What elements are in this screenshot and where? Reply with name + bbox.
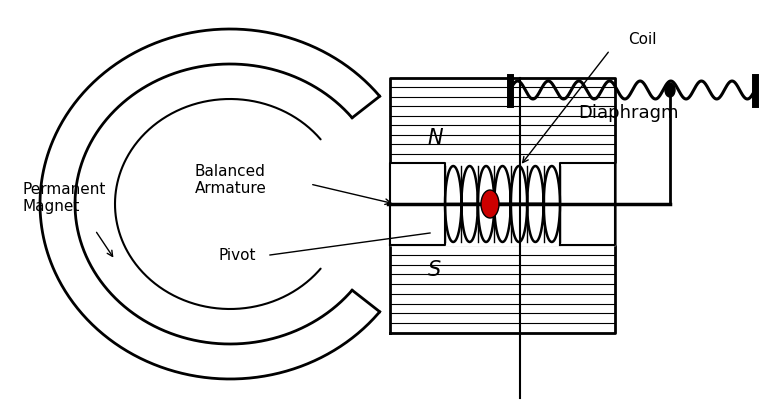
Ellipse shape (665, 83, 675, 97)
Text: N: N (427, 128, 443, 148)
Polygon shape (390, 163, 445, 245)
Text: Permanent
Magnet: Permanent Magnet (22, 182, 105, 214)
Text: Balanced
Armature: Balanced Armature (195, 164, 267, 196)
Ellipse shape (481, 190, 499, 218)
Polygon shape (560, 163, 615, 245)
Polygon shape (390, 163, 615, 245)
Text: Pivot: Pivot (218, 248, 256, 264)
Text: S: S (428, 260, 441, 280)
Text: Coil: Coil (628, 33, 657, 47)
Text: Diaphragm: Diaphragm (578, 104, 678, 122)
